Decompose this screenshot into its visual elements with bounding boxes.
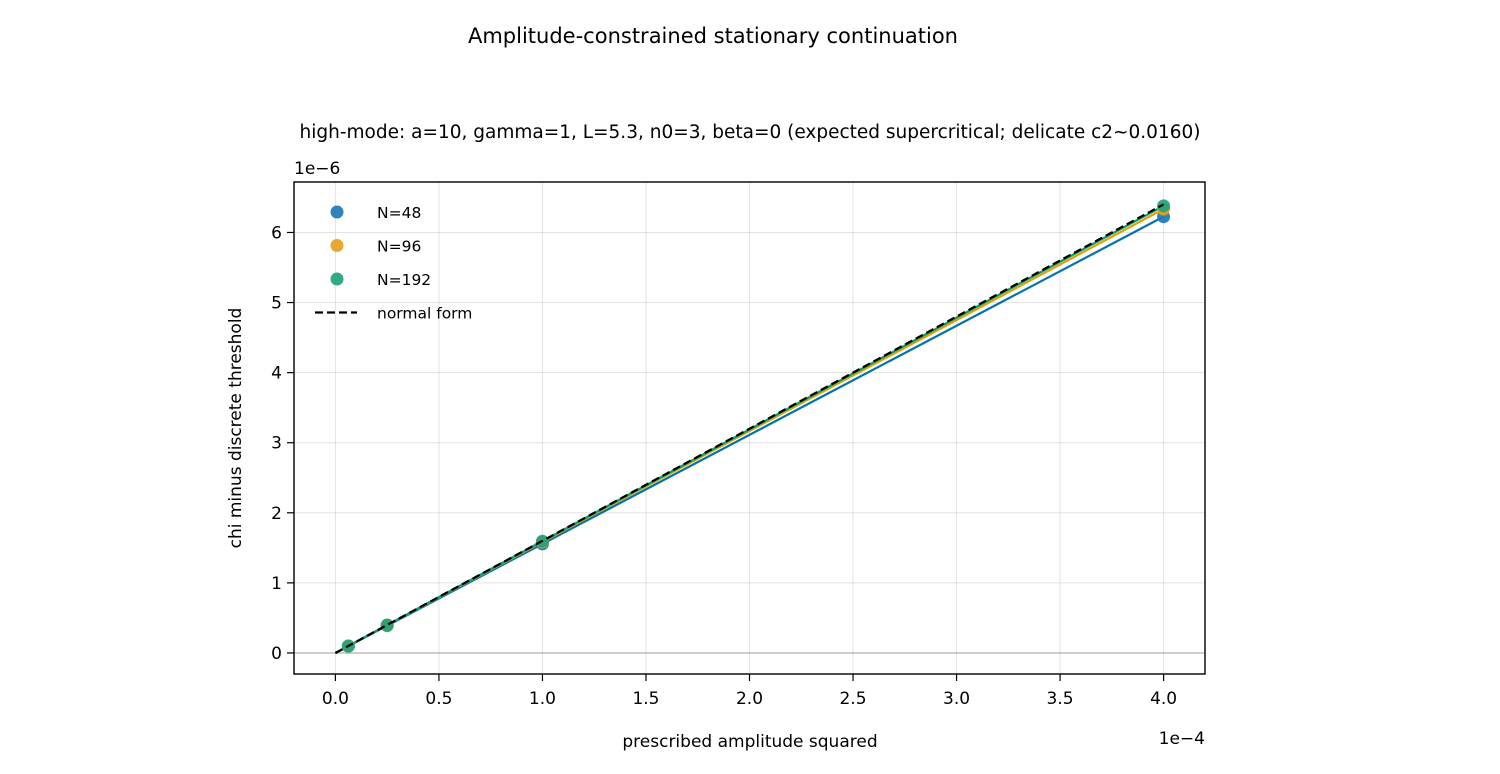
x-tick-label: 3.0 — [943, 689, 970, 709]
reference-line-layer — [334, 203, 1165, 654]
y-tick-label: 2 — [271, 504, 282, 524]
legend-label: N=192 — [377, 271, 431, 289]
y-tick-label: 4 — [271, 364, 282, 384]
plot-area — [293, 181, 1206, 675]
x-axis-label: prescribed amplitude squared — [622, 732, 877, 752]
x-tick-label: 4.0 — [1150, 689, 1177, 709]
y-tick-label: 6 — [271, 223, 282, 243]
y-tick-label: 5 — [271, 294, 282, 314]
x-tick-label: 2.5 — [839, 689, 866, 709]
legend-marker — [330, 272, 344, 286]
y-offset-label: 1e−6 — [294, 159, 340, 179]
legend-marker — [330, 205, 344, 219]
y-axis-label: chi minus discrete threshold — [226, 308, 246, 549]
legend-label: normal form — [377, 305, 472, 323]
x-tick-label: 3.5 — [1047, 689, 1074, 709]
legend-label: N=96 — [377, 238, 421, 256]
x-tick-label: 2.0 — [736, 689, 763, 709]
reference-line — [334, 203, 1165, 654]
x-tick-label: 0.5 — [425, 689, 452, 709]
points-layer — [341, 199, 1171, 653]
data-point — [1157, 199, 1171, 213]
x-tick-label: 1.0 — [529, 689, 556, 709]
legend-marker — [330, 239, 344, 252]
x-offset-label: 1e−4 — [1159, 729, 1205, 749]
y-tick-label: 0 — [271, 644, 282, 664]
legend: N=48 N=96 N=192 normal form — [315, 204, 472, 323]
y-axis-ticks: 0 1 2 3 4 5 6 — [271, 223, 294, 664]
series-line — [334, 215, 1165, 654]
data-point — [380, 618, 394, 632]
legend-label: N=48 — [377, 204, 421, 222]
x-tick-label: 1.5 — [632, 689, 659, 709]
x-axis-ticks: 0.0 0.5 1.0 1.5 2.0 2.5 3.0 3.5 4.0 — [322, 674, 1177, 709]
y-tick-label: 3 — [271, 434, 282, 454]
chart-title: high-mode: a=10, gamma=1, L=5.3, n0=3, b… — [300, 122, 1201, 143]
figure-suptitle: Amplitude-constrained stationary continu… — [468, 24, 958, 48]
x-tick-label: 0.0 — [322, 689, 349, 709]
y-tick-label: 1 — [271, 574, 282, 594]
